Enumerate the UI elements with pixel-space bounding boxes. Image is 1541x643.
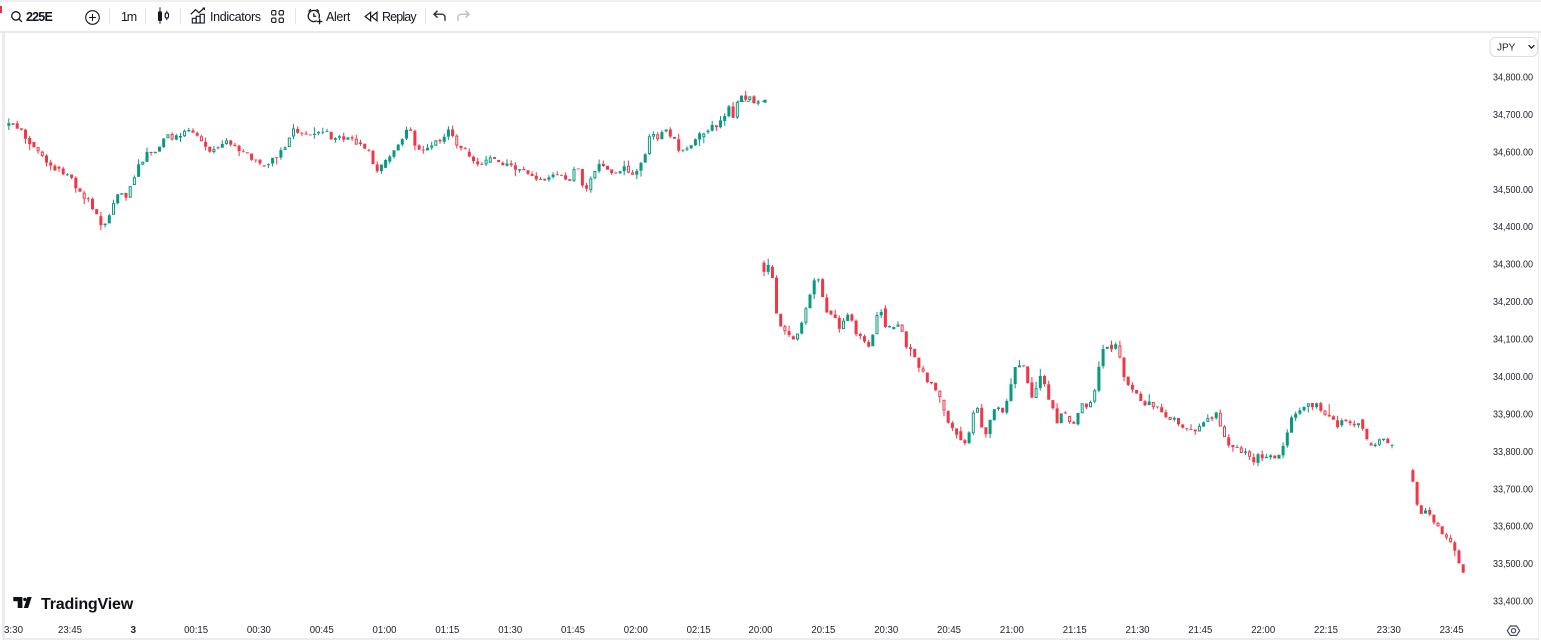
svg-text:TradingView: TradingView bbox=[41, 596, 134, 613]
svg-text:JPY: JPY bbox=[1497, 43, 1516, 54]
svg-text:34,800.00: 34,800.00 bbox=[1493, 73, 1533, 84]
svg-text:20:30: 20:30 bbox=[874, 625, 898, 636]
svg-text:01:30: 01:30 bbox=[498, 625, 522, 636]
svg-text:20:15: 20:15 bbox=[811, 625, 835, 636]
svg-text:20:00: 20:00 bbox=[749, 625, 773, 636]
svg-text:33,600.00: 33,600.00 bbox=[1493, 522, 1533, 533]
svg-text:33,700.00: 33,700.00 bbox=[1493, 484, 1533, 495]
svg-text:21:15: 21:15 bbox=[1063, 625, 1087, 636]
svg-text:23:45: 23:45 bbox=[58, 625, 82, 636]
svg-text:21:30: 21:30 bbox=[1126, 625, 1150, 636]
svg-text:22:15: 22:15 bbox=[1314, 625, 1338, 636]
svg-text:34,600.00: 34,600.00 bbox=[1493, 147, 1533, 158]
svg-text:21:45: 21:45 bbox=[1188, 625, 1212, 636]
svg-text:02:15: 02:15 bbox=[687, 625, 711, 636]
svg-text:3:30: 3:30 bbox=[4, 625, 23, 636]
svg-text:23:45: 23:45 bbox=[1440, 625, 1464, 636]
svg-text:23:30: 23:30 bbox=[1377, 625, 1401, 636]
svg-text:20:45: 20:45 bbox=[937, 625, 961, 636]
svg-text:00:15: 00:15 bbox=[184, 625, 208, 636]
svg-text:21:00: 21:00 bbox=[1000, 625, 1024, 636]
svg-text:01:45: 01:45 bbox=[561, 625, 585, 636]
svg-text:34,200.00: 34,200.00 bbox=[1493, 297, 1533, 308]
svg-text:34,500.00: 34,500.00 bbox=[1493, 185, 1533, 196]
svg-text:34,100.00: 34,100.00 bbox=[1493, 335, 1533, 346]
svg-text:3: 3 bbox=[131, 625, 137, 636]
svg-text:34,700.00: 34,700.00 bbox=[1493, 110, 1533, 121]
svg-text:01:00: 01:00 bbox=[373, 625, 397, 636]
svg-text:34,400.00: 34,400.00 bbox=[1493, 222, 1533, 233]
svg-text:02:00: 02:00 bbox=[624, 625, 648, 636]
svg-text:01:15: 01:15 bbox=[435, 625, 459, 636]
svg-text:33,800.00: 33,800.00 bbox=[1493, 447, 1533, 458]
svg-text:33,500.00: 33,500.00 bbox=[1493, 559, 1533, 570]
svg-text:00:30: 00:30 bbox=[247, 625, 271, 636]
svg-text:33,400.00: 33,400.00 bbox=[1493, 597, 1533, 608]
svg-text:00:45: 00:45 bbox=[310, 625, 334, 636]
svg-text:33,900.00: 33,900.00 bbox=[1493, 409, 1533, 420]
svg-text:34,300.00: 34,300.00 bbox=[1493, 260, 1533, 271]
svg-text:22:00: 22:00 bbox=[1251, 625, 1275, 636]
svg-text:34,000.00: 34,000.00 bbox=[1493, 372, 1533, 383]
